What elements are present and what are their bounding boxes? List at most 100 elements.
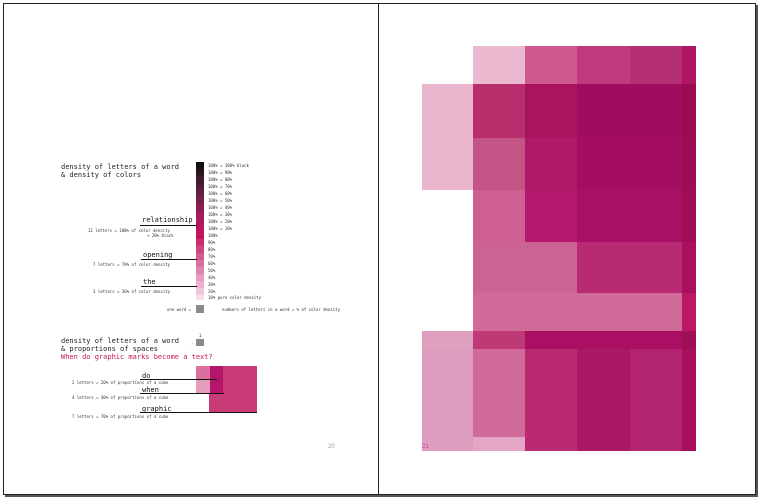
section1-title-line1: density of letters of a word: [61, 163, 180, 171]
density-block: [525, 84, 577, 138]
density-block: [577, 84, 682, 138]
density-block: [525, 138, 577, 190]
pointer-line: [141, 259, 197, 260]
density-block: [577, 242, 682, 293]
density-block: [577, 46, 630, 84]
swatch-40: [196, 274, 204, 281]
section2-title-line1: density of letters of a word: [61, 337, 180, 345]
example-desc: 4 letters = 40% of proportions of a cube: [72, 395, 169, 400]
density-block: [473, 349, 525, 437]
scale-label: 100% = 70%: [208, 184, 233, 189]
scale-label: 70%: [208, 254, 216, 259]
density-block: [577, 190, 682, 242]
swatch-70: [196, 253, 204, 260]
scale-label: 40%: [208, 275, 216, 280]
unit-bracket: ,: [191, 340, 194, 345]
scale-label: 90%: [208, 240, 216, 245]
example-word: opening: [143, 251, 173, 259]
scale-label: 20%: [208, 289, 216, 294]
scale-label: 100% = 40%: [208, 205, 233, 210]
one-word-desc: numbers of letters in a word = % of colo…: [222, 307, 341, 312]
swatch-50-black: [196, 197, 204, 204]
example-desc: 7 letters = 70% of proportions of a cube: [72, 414, 169, 419]
swatch-60: [196, 260, 204, 267]
density-block: [525, 331, 682, 349]
swatch-20: [196, 288, 204, 295]
pointer-line: [141, 286, 197, 287]
density-block: [682, 349, 696, 451]
density-block: [473, 138, 525, 190]
example-desc: 12 letters = 100% of color density: [88, 228, 170, 233]
example-desc: 3 letters = 30% of color density: [93, 289, 171, 294]
scale-label: 100% = 30%: [208, 212, 233, 217]
section1-title-line2: & density of colors: [61, 171, 142, 179]
density-block: [422, 84, 473, 138]
unit-label: 1: [199, 333, 202, 338]
swatch-40-black: [196, 204, 204, 211]
scale-label: 100% = 80%: [208, 177, 233, 182]
density-block: [473, 84, 525, 138]
pointer-line: [140, 412, 257, 413]
example-word: the: [143, 278, 156, 286]
page-number-left: 20: [328, 444, 335, 450]
density-block: [422, 138, 473, 190]
scale-label: 100%: [208, 233, 218, 238]
scale-label: 100% = 20%: [208, 219, 233, 224]
density-block: [682, 46, 696, 84]
density-block: [630, 46, 682, 84]
density-block: [682, 242, 696, 293]
density-block: [577, 138, 682, 190]
density-block: [473, 190, 525, 242]
pointer-line: [140, 393, 224, 394]
proportion-cube-do-shadow: [196, 380, 210, 393]
swatch-10-black: [196, 225, 204, 232]
scale-label: 30%: [208, 282, 216, 287]
density-block: [682, 138, 696, 190]
pointer-line: [140, 379, 217, 380]
density-block: [422, 349, 473, 451]
scale-label: 100% = 50%: [208, 198, 233, 203]
density-block: [473, 242, 577, 293]
swatch-30-black: [196, 211, 204, 218]
section2-title-line2: & proportions of spaces: [61, 345, 158, 353]
scale-label: 60%: [208, 261, 216, 266]
swatch-90-black: [196, 169, 204, 176]
swatch-20-black: [196, 218, 204, 225]
density-block: [682, 293, 696, 331]
scale-label: 10% pure color density: [208, 295, 261, 300]
scale-label: 50%: [208, 268, 216, 273]
density-block: [473, 437, 525, 451]
density-block: [682, 190, 696, 242]
scale-label: 100% = 100% black: [208, 163, 249, 168]
density-block: [630, 349, 682, 451]
proportion-cube-gap: [196, 393, 209, 413]
density-block: [682, 331, 696, 349]
example-word: relationship: [142, 216, 193, 224]
unit-cube: [196, 339, 204, 346]
density-block: [577, 349, 630, 451]
swatch-90: [196, 239, 204, 246]
example-desc-extra: + 20% black: [147, 233, 174, 238]
density-block: [525, 190, 577, 242]
scale-label: 100% = 10%: [208, 226, 233, 231]
swatch-50: [196, 267, 204, 274]
page-number-right: 21: [422, 444, 429, 450]
proportion-cube-do: [196, 366, 210, 380]
scale-label: 80%: [208, 247, 216, 252]
density-block: [473, 331, 525, 349]
swatch-30: [196, 281, 204, 288]
example-word: when: [142, 386, 159, 394]
section2-subtitle: When do graphic marks become a text?: [61, 353, 213, 361]
example-word: graphic: [142, 405, 172, 413]
swatch-100-black: [196, 162, 204, 169]
swatch-70-black: [196, 183, 204, 190]
one-word-label: one word =: [167, 307, 192, 312]
density-block: [473, 46, 525, 84]
swatch-100: [196, 232, 204, 239]
pointer-line: [140, 225, 197, 226]
density-block: [525, 349, 577, 451]
density-block: [422, 331, 473, 349]
example-desc: 2 letters = 20% of proportions of a cube: [72, 380, 169, 385]
swatch-60-black: [196, 190, 204, 197]
swatch-80-black: [196, 176, 204, 183]
